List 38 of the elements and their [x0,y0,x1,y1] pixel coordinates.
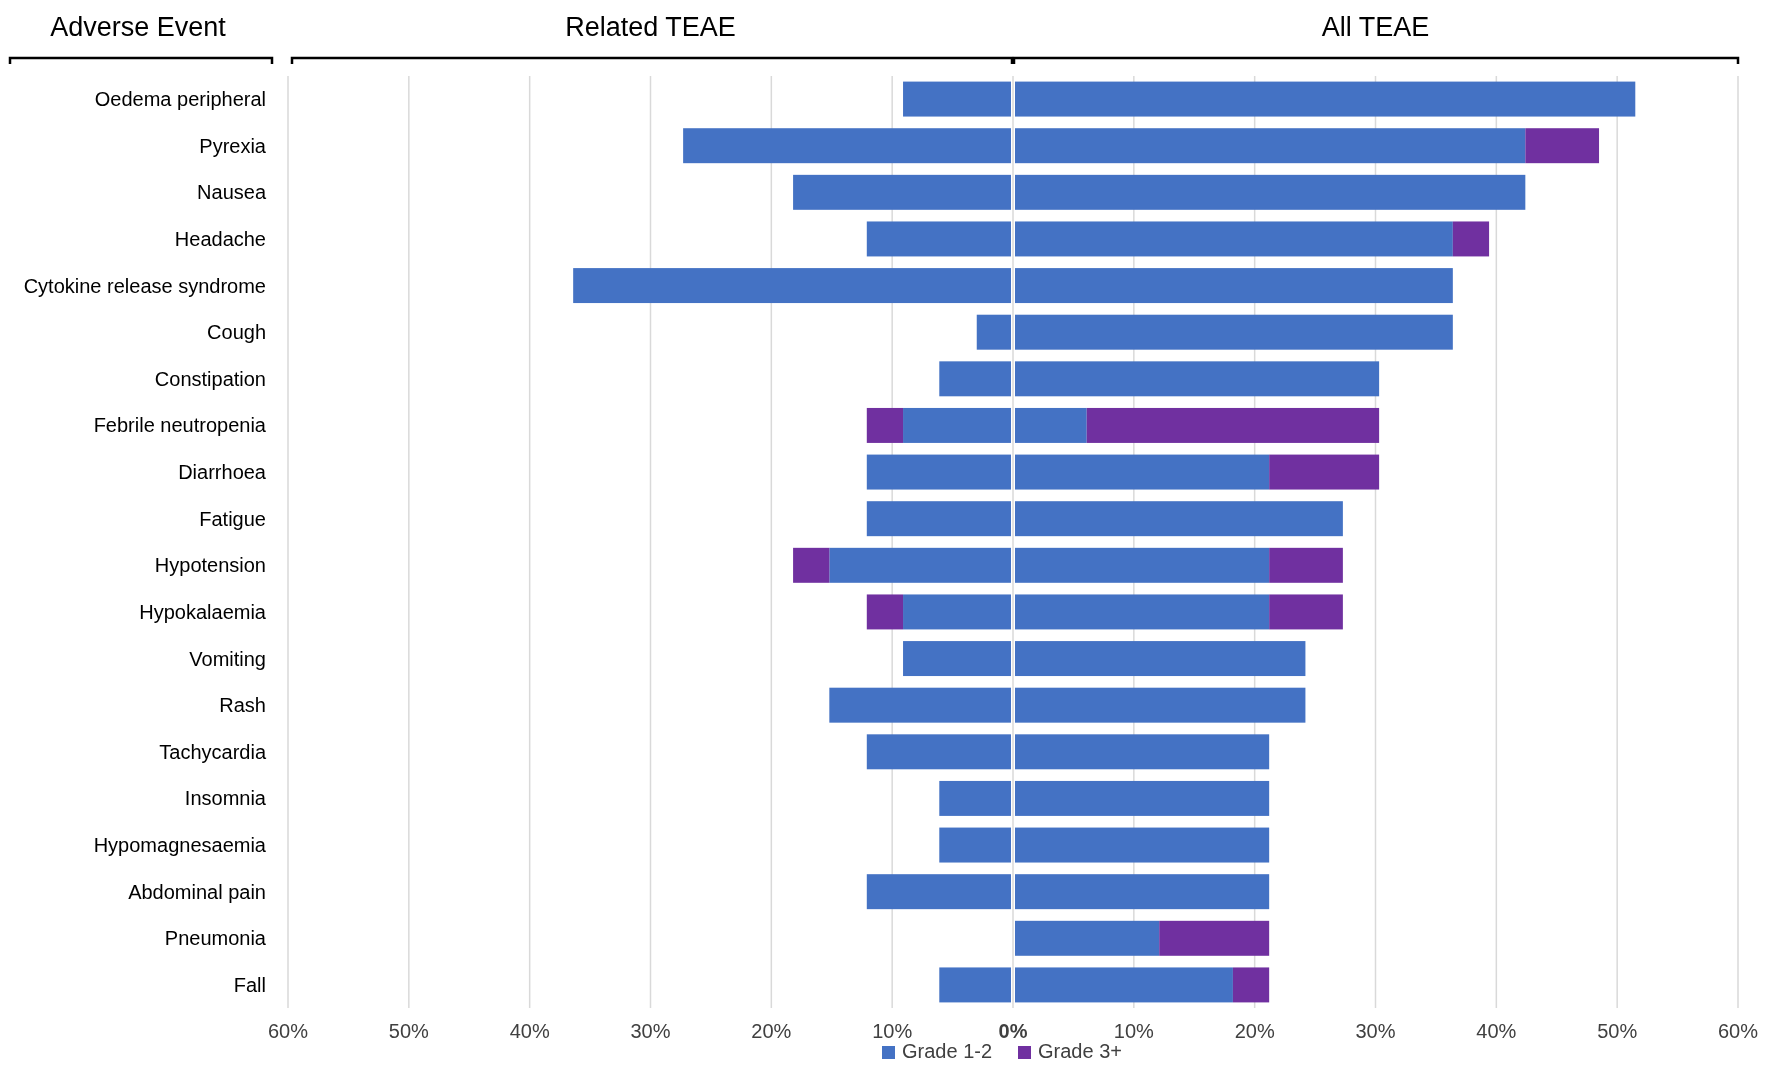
y-tick-label: Cough [207,321,266,344]
x-tick-label: 40% [509,1020,550,1042]
y-tick-label: Pyrexia [199,134,267,157]
y-tick-label: Constipation [154,367,266,390]
x-tick-label: 40% [1476,1020,1517,1042]
y-tick-label: Febrile neutropenia [93,414,267,437]
y-tick-label: Cytokine release syndrome [23,274,266,297]
y-tick-label: Hypokalaemia [139,600,267,623]
y-tick-label: Vomiting [189,647,266,670]
y-tick-label: Hypotension [154,554,266,577]
y-tick-label: Diarrhoea [178,461,267,484]
y-tick-label: Fall [233,973,266,996]
y-tick-label: Pneumonia [164,927,267,950]
y-tick-label: Insomnia [184,787,267,810]
y-tick-label: Nausea [197,181,267,204]
y-tick-label: Headache [174,227,266,250]
legend-label: Grade 3+ [1038,1040,1122,1062]
y-tick-label: Hypomagnesaemia [93,834,267,857]
x-tick-label: 30% [1355,1020,1396,1042]
x-tick-label: 20% [751,1020,792,1042]
y-tick-label: Tachycardia [159,740,267,763]
x-tick-label: 60% [267,1020,309,1042]
x-tick-label: 10% [872,1020,913,1042]
x-tick-label: 0% [998,1020,1028,1042]
y-tick-label: Fatigue [199,507,266,530]
y-tick-label: Rash [219,694,266,717]
x-tick-label: 20% [1234,1020,1275,1042]
x-tick-label: 60% [1717,1020,1759,1042]
x-tick-label: 50% [388,1020,430,1042]
legend-label: Grade 1-2 [902,1040,993,1062]
text: Related TEAE [565,12,736,42]
y-axis-title: Adverse Event [50,12,227,42]
text: All TEAE [1321,12,1430,42]
y-tick-label: Abdominal pain [128,880,266,903]
x-tick-label: 30% [630,1020,671,1042]
x-tick-label: 50% [1597,1020,1638,1042]
y-tick-label: Oedema peripheral [94,88,266,111]
x-tick-label: 10% [1113,1020,1155,1042]
